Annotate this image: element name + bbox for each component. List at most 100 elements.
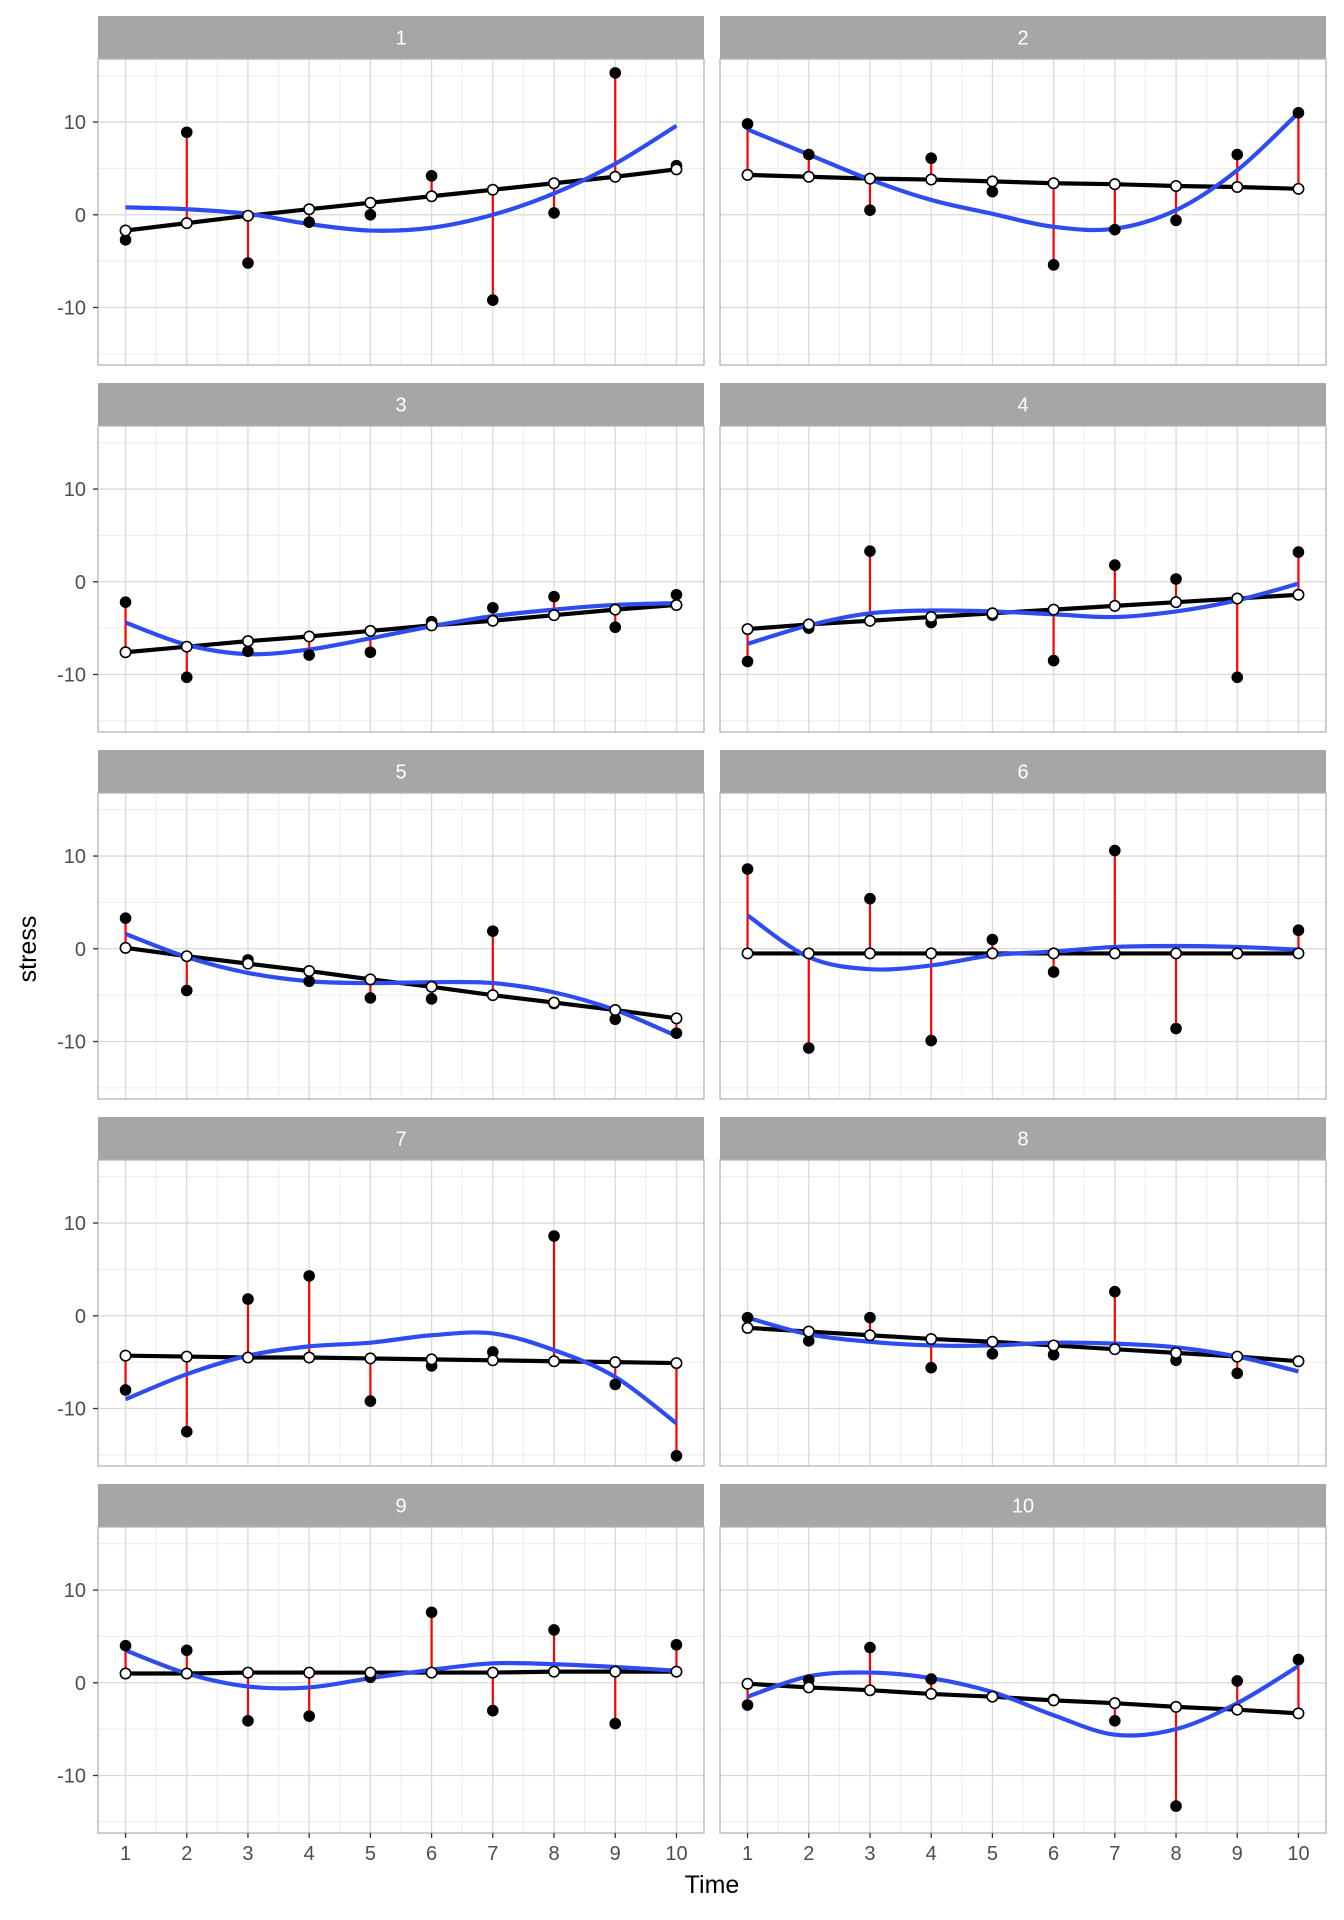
observed-point bbox=[364, 1395, 377, 1407]
smooth-curve bbox=[124, 1648, 677, 1691]
observed-point bbox=[1231, 1367, 1244, 1380]
observed-point bbox=[548, 1230, 560, 1242]
fitted-point bbox=[863, 1684, 876, 1697]
fitted-point bbox=[925, 1687, 938, 1700]
fitted-point bbox=[1108, 1697, 1121, 1710]
fitted-point bbox=[609, 603, 622, 616]
fitted-point bbox=[609, 1356, 622, 1369]
y-tick-label: 0 bbox=[75, 572, 86, 594]
facet-7: 7 -10 0 10 bbox=[57, 1117, 705, 1467]
fitted-point bbox=[863, 172, 876, 185]
observed-point bbox=[242, 1715, 254, 1727]
observed-point bbox=[425, 993, 438, 1005]
observed-point bbox=[925, 152, 937, 165]
x-tick-label: 10 bbox=[665, 1843, 687, 1865]
fitted-point bbox=[1292, 1355, 1305, 1368]
panel-border bbox=[719, 1526, 1327, 1834]
fitted-point bbox=[863, 947, 876, 960]
facet-8: 8 bbox=[719, 1117, 1327, 1467]
observed-point bbox=[741, 655, 754, 668]
facet-6: 6 bbox=[719, 750, 1327, 1100]
fitted-point bbox=[925, 947, 938, 960]
x-tick-label: 2 bbox=[803, 1843, 814, 1865]
facet-2: 2 bbox=[719, 16, 1327, 366]
fitted-point bbox=[119, 941, 132, 954]
observed-point bbox=[1170, 573, 1182, 585]
fitted-point bbox=[1170, 1346, 1183, 1359]
facet-strip-label: 9 bbox=[395, 1496, 406, 1518]
fitted-point bbox=[1231, 1703, 1244, 1716]
fitted-point bbox=[863, 1329, 876, 1342]
y-tick-label: 0 bbox=[75, 1306, 86, 1328]
fitted-point bbox=[425, 980, 438, 993]
facet-strip-label: 5 bbox=[395, 762, 406, 784]
facet-strip bbox=[720, 383, 1326, 426]
fitted-point bbox=[670, 1012, 683, 1025]
fitted-point bbox=[180, 1350, 193, 1363]
facet-strip bbox=[720, 1484, 1326, 1527]
facet-9: 9 -10 0 10 1 2 3 4 5 6 7 8 9 10 bbox=[57, 1484, 705, 1865]
fitted-point bbox=[741, 1677, 754, 1690]
facet-strip-label: 6 bbox=[1017, 762, 1028, 784]
y-tick-label: -10 bbox=[57, 1766, 86, 1788]
observed-point bbox=[119, 596, 132, 608]
fitted-point bbox=[609, 170, 622, 183]
observed-point bbox=[364, 208, 377, 221]
fitted-point bbox=[486, 989, 499, 1002]
fitted-point bbox=[741, 168, 754, 181]
fitted-point bbox=[925, 1332, 938, 1345]
fitted-point bbox=[1047, 947, 1060, 960]
observed-point bbox=[487, 1346, 499, 1358]
observed-point bbox=[119, 1639, 132, 1652]
y-tick-label: -10 bbox=[57, 1032, 86, 1054]
facet-strip bbox=[720, 1117, 1326, 1160]
fitted-point bbox=[802, 947, 815, 960]
observed-point bbox=[609, 1378, 622, 1391]
observed-point bbox=[864, 545, 876, 557]
observed-point bbox=[180, 126, 193, 139]
observed-point bbox=[802, 1042, 815, 1054]
x-tick-label: 9 bbox=[610, 1843, 621, 1865]
fitted-point bbox=[486, 1354, 499, 1367]
observed-point bbox=[1047, 654, 1060, 667]
fitted-point bbox=[364, 973, 377, 986]
observed-point bbox=[609, 1013, 622, 1026]
facet-1: 1 -10 0 10 bbox=[57, 16, 705, 366]
facet-strip-label: 10 bbox=[1012, 1496, 1034, 1518]
observed-point bbox=[864, 204, 876, 216]
fitted-point bbox=[425, 619, 438, 632]
fitted-point bbox=[119, 1349, 132, 1362]
observed-point bbox=[242, 1293, 254, 1305]
observed-point bbox=[925, 1034, 937, 1047]
panel-border bbox=[719, 58, 1327, 366]
observed-point bbox=[864, 892, 876, 905]
fitted-point bbox=[670, 1357, 683, 1370]
fitted-point bbox=[425, 190, 438, 203]
panel-border bbox=[719, 425, 1327, 733]
observed-point bbox=[802, 148, 815, 161]
observed-point bbox=[925, 1673, 937, 1685]
observed-point bbox=[1047, 966, 1060, 978]
smooth-curve bbox=[746, 111, 1300, 233]
fitted-point bbox=[364, 1666, 377, 1679]
observed-point bbox=[303, 1270, 315, 1282]
fitted-point bbox=[609, 1003, 622, 1016]
x-tick-label: 10 bbox=[1287, 1843, 1309, 1865]
fitted-point bbox=[986, 175, 999, 188]
observed-point bbox=[741, 1699, 754, 1711]
fitted-point bbox=[1231, 592, 1244, 605]
observed-point bbox=[1292, 1653, 1305, 1666]
observed-point bbox=[303, 1710, 315, 1722]
observed-point bbox=[986, 1348, 999, 1360]
observed-point bbox=[425, 170, 438, 182]
fitted-point bbox=[548, 177, 561, 190]
observed-point bbox=[741, 118, 754, 130]
x-tick-label: 2 bbox=[181, 1843, 192, 1865]
fitted-point bbox=[741, 1321, 754, 1334]
y-tick-label: 10 bbox=[64, 112, 86, 134]
fitted-point bbox=[1108, 599, 1121, 612]
fitted-point bbox=[303, 203, 316, 216]
observed-point bbox=[180, 671, 193, 684]
fitted-point bbox=[425, 1666, 438, 1679]
x-tick-label: 8 bbox=[548, 1843, 559, 1865]
